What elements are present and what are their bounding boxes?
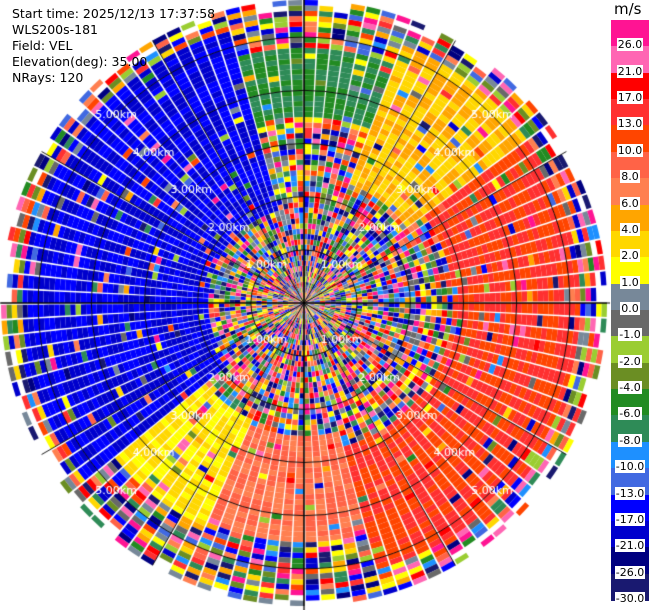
- colorbar-tick-label: -30.0: [614, 592, 646, 605]
- colorbar-tick-label: -6.0: [618, 407, 642, 421]
- colorbar-tick-label: 26.0: [616, 38, 644, 52]
- colorbar-tick-label: 0.0: [620, 302, 640, 315]
- colorbar-tick-label: 13.0: [616, 117, 644, 131]
- start-time-label: Start time: 2025/12/13 17:37:58: [12, 6, 216, 21]
- colorbar-tick-label: 1.0: [620, 275, 640, 289]
- colorbar-unit: m/s: [614, 0, 642, 18]
- colorbar-tick-label: 10.0: [616, 143, 644, 157]
- colorbar: 26.0 21.0 17.0 13.0 10.0 8.0 6.0 4.0 2.0 1.0 0.0 -1…: [611, 20, 649, 605]
- colorbar-tick-label: 17.0: [616, 91, 644, 105]
- colorbar-tick-label: -1.0: [618, 328, 642, 342]
- colorbar-tick-label: 6.0: [620, 196, 640, 210]
- colorbar-tick-label: -13.0: [614, 486, 646, 500]
- field-label: Field: VEL: [12, 38, 73, 53]
- colorbar-tick-label: 4.0: [620, 222, 640, 236]
- nrays-label: NRays: 120: [12, 70, 84, 85]
- colorbar-tick-label: -8.0: [618, 433, 642, 447]
- colorbar-tick-label: -10.0: [614, 460, 646, 474]
- colorbar-tick-label: -21.0: [614, 539, 646, 553]
- colorbar-tick-label: -26.0: [614, 565, 646, 579]
- colorbar-tick-label: 2.0: [620, 249, 640, 263]
- colorbar-tick-label: 21.0: [616, 64, 644, 78]
- colorbar-tick-label: -2.0: [618, 354, 642, 368]
- colorbar-tick-label: 8.0: [620, 170, 640, 184]
- station-label: WLS200s-181: [12, 22, 98, 37]
- elevation-label: Elevation(deg): 35.00: [12, 54, 148, 69]
- colorbar-tick-label: -4.0: [618, 381, 642, 395]
- colorbar-tick-label: -17.0: [614, 512, 646, 526]
